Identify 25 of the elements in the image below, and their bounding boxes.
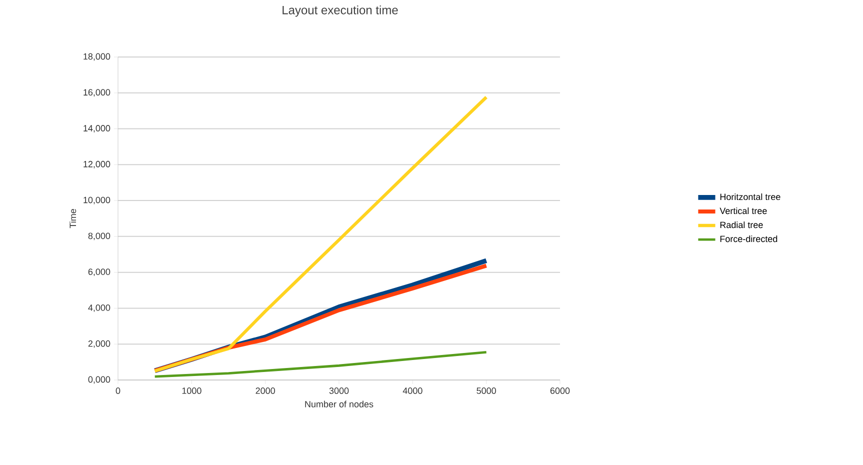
x-tick-label: 0 [116, 388, 120, 394]
y-tick-label: 4,000 [88, 304, 110, 312]
y-tick-label: 16,000 [84, 89, 110, 97]
x-tick-label: 3000 [329, 388, 349, 394]
y-tick-label: 8,000 [88, 232, 110, 240]
legend-label: Force-directed [720, 236, 778, 242]
chart-title: Layout execution time [282, 6, 398, 17]
x-tick-label: 5000 [476, 388, 496, 394]
y-axis-title: Time [69, 209, 76, 228]
line-series [153, 96, 488, 373]
y-tick-label: 2,000 [88, 340, 110, 348]
legend-label: Horitzontal tree [720, 193, 780, 200]
y-tick-label: 14,000 [84, 125, 110, 132]
y-tick-label: 18,000 [84, 53, 110, 61]
x-tick-label: 2000 [256, 388, 275, 394]
x-tick-label: 4000 [402, 388, 422, 394]
legend-label: Vertical tree [720, 207, 767, 214]
y-tick-label: 6,000 [88, 268, 110, 276]
y-tick-label: 10,000 [84, 196, 110, 204]
x-axis-title: Number of nodes [305, 400, 374, 408]
x-tick-label: 6000 [550, 388, 570, 394]
y-tick-label: 0,000 [88, 376, 110, 384]
legend-label: Radial tree [720, 221, 763, 228]
x-tick-label: 1000 [182, 388, 202, 394]
y-tick-label: 12,000 [84, 160, 110, 168]
